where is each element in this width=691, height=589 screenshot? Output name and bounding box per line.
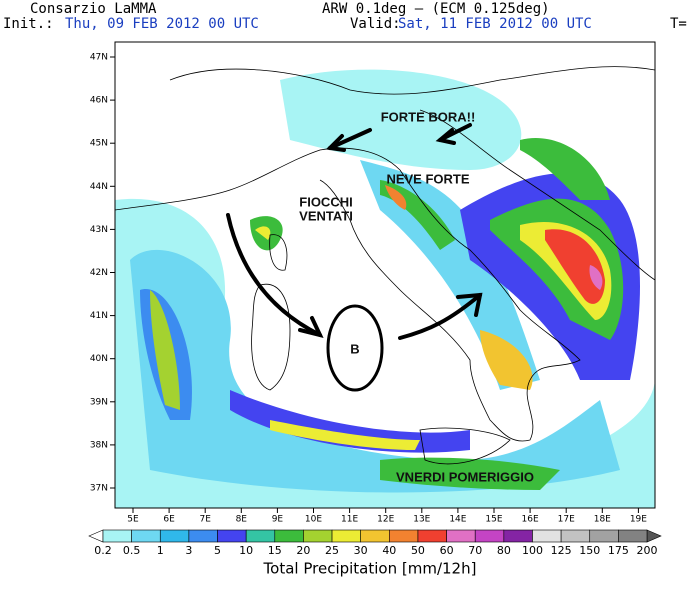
legend-label: 60 [440, 544, 454, 557]
map-frame [114, 41, 656, 509]
lat-label: 40N [90, 354, 108, 364]
annotation: FORTE BORA!! [381, 109, 476, 124]
legend-swatch [303, 529, 333, 543]
lon-label: 8E [236, 515, 248, 525]
lon-label: 19E [630, 515, 647, 525]
legend-swatch [102, 529, 132, 543]
legend-swatch [446, 529, 476, 543]
legend-label: 80 [497, 544, 511, 557]
legend-label: 175 [608, 544, 629, 557]
legend-swatch [131, 529, 161, 543]
legend-label: 20 [296, 544, 310, 557]
lat-label: 43N [90, 225, 108, 235]
coastlines [115, 66, 655, 465]
annotation: VENTATI [299, 208, 353, 223]
legend-swatch [217, 529, 247, 543]
legend-swatch [417, 529, 447, 543]
legend-swatch [245, 529, 276, 543]
valid-date: Sat, 11 FEB 2012 00 UTC [398, 16, 592, 32]
annotation-arrows [226, 123, 483, 392]
legend-swatch [274, 529, 304, 543]
legend-swatch [618, 529, 648, 543]
legend-over-arrow [646, 529, 662, 543]
annotation: NEVE FORTE [386, 171, 469, 186]
lat-label: 37N [90, 484, 108, 494]
org-title: Consarzio LaMMA [30, 1, 157, 17]
legend-swatch [589, 529, 619, 543]
legend-label: 25 [325, 544, 339, 557]
legend-label: 30 [354, 544, 368, 557]
legend-label: 3 [185, 544, 192, 557]
lon-label: 7E [199, 515, 211, 525]
legend-label: 0.5 [123, 544, 141, 557]
legend-swatch [503, 529, 533, 543]
lat-label: 46N [90, 96, 108, 106]
legend-label: 40 [382, 544, 396, 557]
legend-label: 0.2 [94, 544, 112, 557]
legend-under-arrow [88, 529, 104, 543]
init-date: Thu, 09 FEB 2012 00 UTC [65, 16, 259, 32]
lat-label: 38N [90, 440, 108, 450]
annotation: VNERDI POMERIGGIO [396, 469, 534, 484]
lat-label: 44N [90, 182, 108, 192]
model-title: ARW 0.1deg — (ECM 0.125deg) [322, 1, 550, 17]
legend-label: 10 [239, 544, 253, 557]
lon-label: 5E [127, 515, 139, 525]
lat-label: 39N [90, 397, 108, 407]
legend-label: 100 [522, 544, 543, 557]
low-pressure-label: B [350, 341, 359, 356]
legend-swatch [360, 529, 390, 543]
legend-swatch [532, 529, 562, 543]
lon-label: 13E [413, 515, 430, 525]
lon-label: 16E [522, 515, 539, 525]
time-label: T= [670, 16, 687, 32]
legend-label: 5 [214, 544, 221, 557]
legend-swatch [389, 529, 419, 543]
legend-swatch [188, 529, 218, 543]
lon-label: 9E [272, 515, 284, 525]
legend-swatch [331, 529, 361, 543]
lat-label: 47N [90, 53, 108, 63]
legend-swatch [159, 529, 190, 543]
legend-label: 50 [411, 544, 425, 557]
legend-title: Total Precipitation [mm/12h] [263, 560, 477, 578]
map: FORTE BORA!! NEVE FORTE FIOCCHI VENTATI … [114, 41, 656, 509]
legend-label: 70 [468, 544, 482, 557]
legend-swatch [560, 529, 591, 543]
legend: 0.2 0.5 1 3 5 10 15 20 25 30 40 50 60 70 80 100 125 150 17… [88, 529, 662, 557]
lat-label: 41N [90, 311, 108, 321]
valid-label: Valid: [350, 16, 401, 32]
lon-label: 18E [594, 515, 611, 525]
legend-label: 15 [268, 544, 282, 557]
lon-label: 12E [377, 515, 394, 525]
legend-label: 125 [551, 544, 572, 557]
lon-label: 17E [558, 515, 575, 525]
lon-label: 6E [163, 515, 175, 525]
annotation: FIOCCHI [299, 194, 352, 209]
legend-label: 150 [579, 544, 600, 557]
lon-label: 15E [485, 515, 502, 525]
lon-label: 14E [449, 515, 466, 525]
map-ticks: 47N 46N 45N 44N 43N 42N 41N 40N 39N 38N 37N 5E 6E 7E 8… [90, 53, 647, 525]
lon-label: 11E [341, 515, 358, 525]
legend-label: 1 [157, 544, 164, 557]
legend-swatch [474, 529, 505, 543]
lat-label: 42N [90, 268, 108, 278]
lat-label: 45N [90, 139, 108, 149]
legend-label: 200 [637, 544, 658, 557]
lon-label: 10E [305, 515, 322, 525]
init-label: Init.: [3, 16, 54, 32]
